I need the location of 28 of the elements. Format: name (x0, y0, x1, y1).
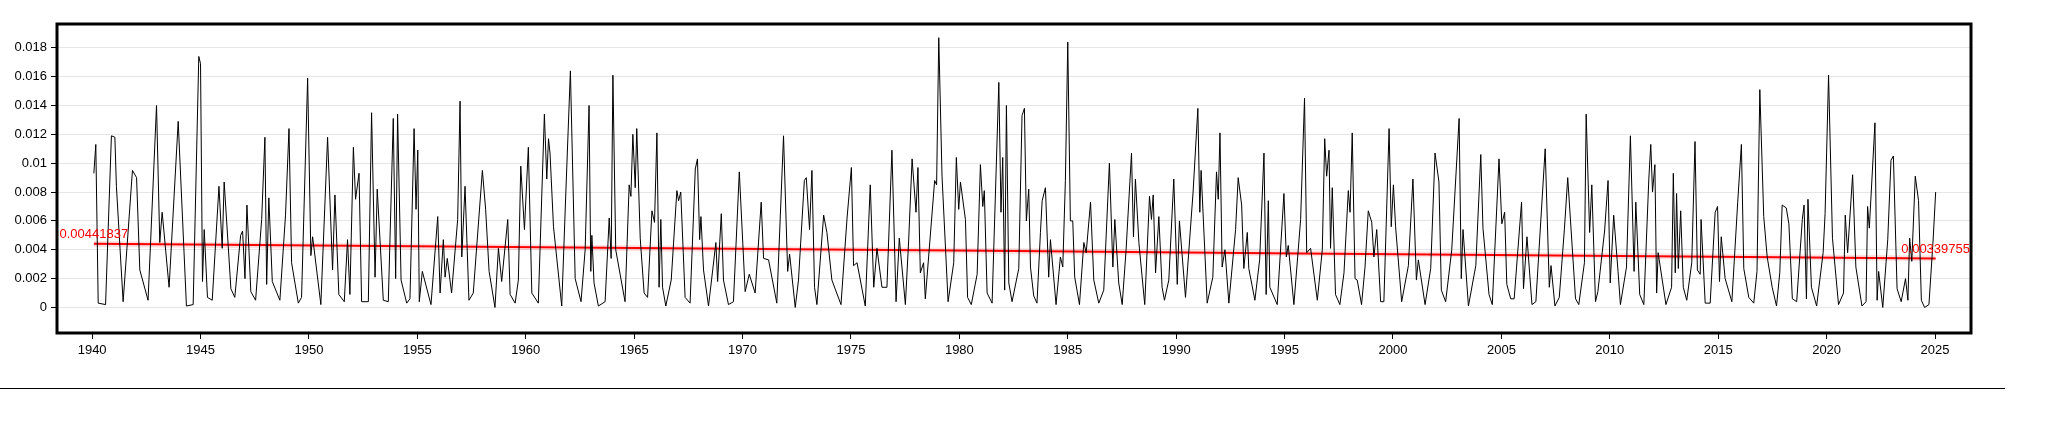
y-tick-label: 0.004 (14, 241, 47, 257)
y-tick-label: 0.008 (14, 183, 47, 199)
x-tick-label: 1960 (511, 342, 541, 358)
x-tick-label: 1965 (619, 342, 649, 358)
y-tick-label: 0.014 (14, 97, 47, 113)
x-tick-label: 1940 (77, 342, 107, 358)
x-tick-label: 1970 (728, 342, 758, 358)
x-tick-label: 2015 (1703, 342, 1733, 358)
x-tick-label: 2020 (1812, 342, 1842, 358)
x-tick-label: 1980 (944, 342, 974, 358)
y-tick-label: 0.016 (14, 68, 47, 84)
y-tick-label: 0.01 (21, 154, 47, 170)
y-tick-label: 0.018 (14, 39, 47, 55)
x-tick-label: 1950 (294, 342, 324, 358)
y-tick-label: 0 (39, 299, 47, 315)
x-tick-label: 2025 (1920, 342, 1950, 358)
x-tick-label: 2000 (1378, 342, 1408, 358)
x-tick-label: 1985 (1053, 342, 1083, 358)
x-tick-label: 1990 (1161, 342, 1191, 358)
y-tick-label: 0.012 (14, 125, 47, 141)
x-tick-label: 1975 (836, 342, 866, 358)
x-tick-label: 2005 (1486, 342, 1516, 358)
y-tick-label: 0.002 (14, 270, 47, 286)
y-tick-label: 0.006 (14, 212, 47, 228)
x-tick-label: 2010 (1595, 342, 1625, 358)
x-tick-label: 1955 (402, 342, 432, 358)
x-tick-label: 1945 (186, 342, 215, 358)
x-tick-label: 1995 (1270, 342, 1300, 358)
